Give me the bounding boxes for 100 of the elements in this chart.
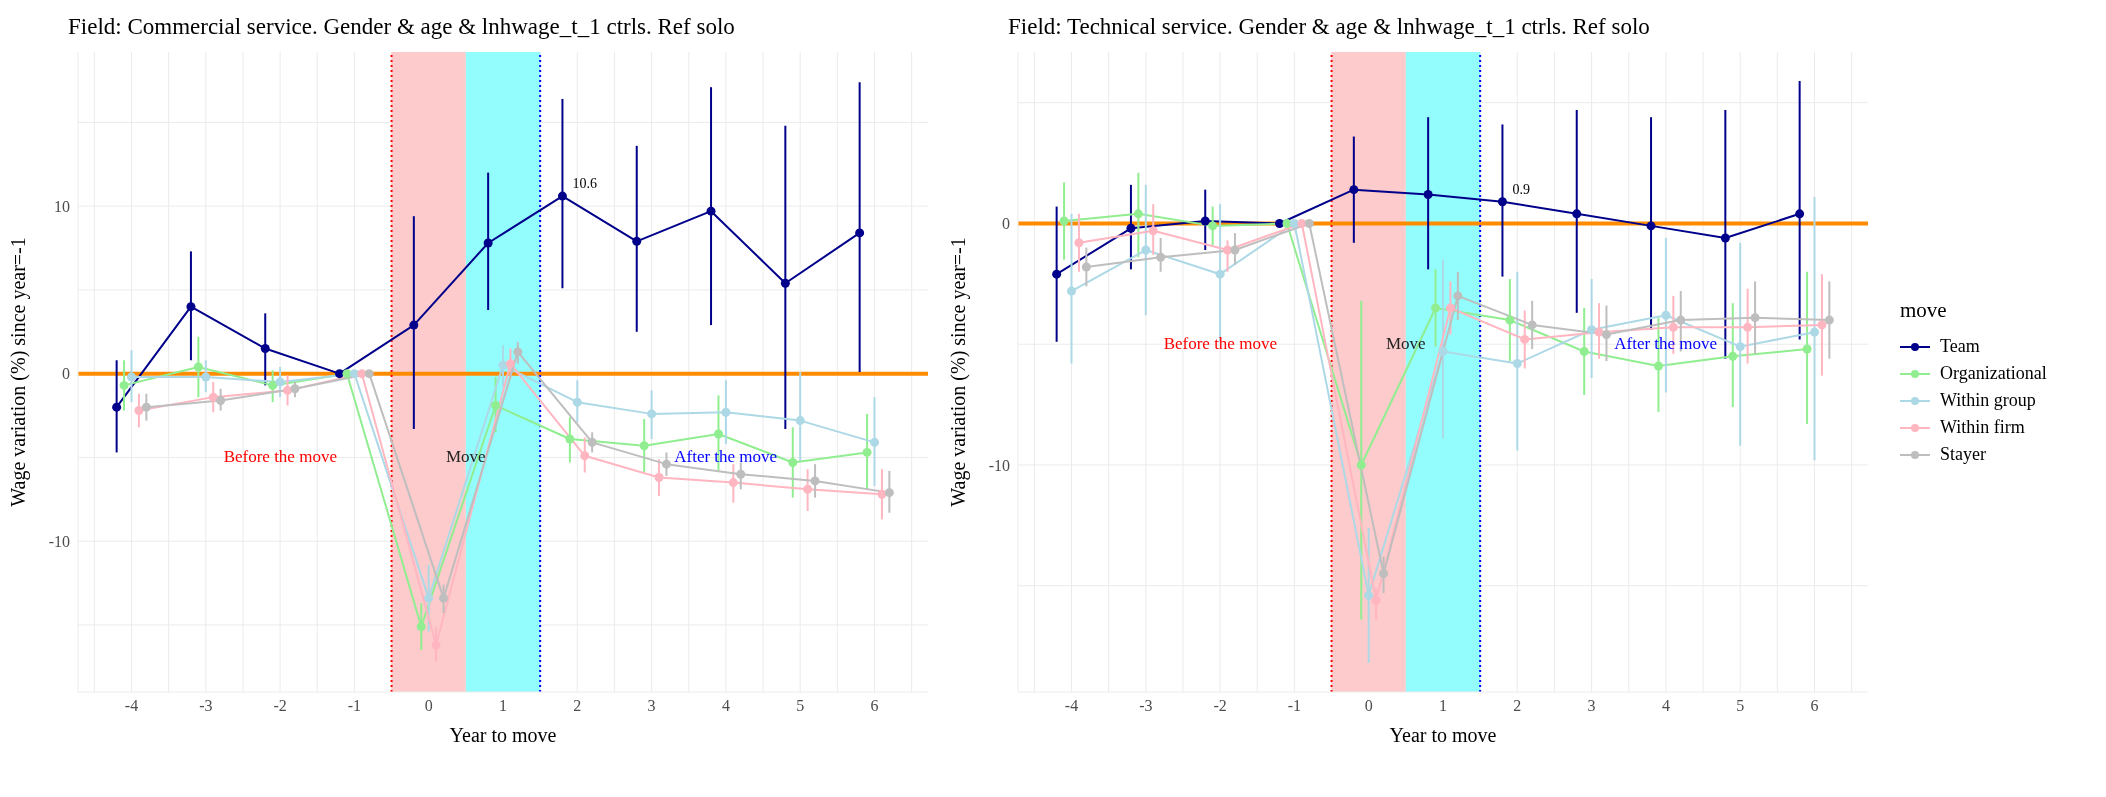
point [1067, 286, 1076, 296]
point [639, 441, 649, 451]
x-tick-label: -1 [1287, 697, 1302, 715]
chart-title: Field: Commercial service. Gender & age & lnhwage_t_1 ctrls. Ref solo [67, 13, 736, 41]
x-tick-label: 6 [870, 697, 879, 715]
point [357, 369, 367, 379]
x-tick-label: -3 [199, 697, 213, 715]
annotation: Move [446, 447, 486, 467]
point [795, 416, 805, 426]
x-tick-label: -3 [1139, 697, 1153, 715]
point [1817, 320, 1827, 330]
point [1668, 322, 1678, 332]
point [290, 384, 300, 394]
x-tick-label: 0 [424, 697, 433, 715]
point [1431, 303, 1441, 313]
point [424, 593, 434, 603]
point [1379, 569, 1389, 579]
point [877, 489, 887, 499]
legend-label: Within group [1940, 390, 2036, 411]
point [141, 402, 151, 412]
point [260, 344, 270, 354]
point [632, 236, 642, 246]
legend-label: Stayer [1940, 444, 1986, 465]
point [1802, 344, 1812, 354]
point [283, 385, 293, 395]
point [661, 459, 671, 469]
point [1579, 346, 1589, 356]
data-label: 0.9 [1512, 181, 1530, 197]
point [1661, 310, 1671, 320]
point [1497, 197, 1507, 207]
point [1208, 221, 1218, 231]
point [1795, 209, 1805, 219]
point [1646, 221, 1656, 231]
point [1059, 216, 1069, 226]
x-tick-label: -2 [1213, 697, 1227, 715]
point [491, 401, 501, 411]
point [870, 437, 879, 447]
annotation: After the move [674, 447, 778, 467]
point [1052, 269, 1062, 279]
point [706, 206, 716, 216]
point [1728, 351, 1738, 361]
legend-title: move [1900, 298, 1948, 323]
point [1275, 218, 1285, 228]
point [1520, 334, 1530, 344]
point [1810, 327, 1819, 337]
point [587, 437, 597, 447]
point [1587, 325, 1597, 335]
annotation: Before the move [1163, 334, 1277, 354]
point [364, 369, 374, 379]
data-label: 10.6 [572, 176, 597, 192]
point [788, 457, 798, 467]
point [1141, 245, 1151, 255]
point [1453, 291, 1463, 301]
point [1527, 320, 1537, 330]
y-axis-title: Wage variation (%) since year=-1 [947, 237, 971, 507]
point [1074, 238, 1084, 248]
point [1720, 233, 1730, 243]
point [1148, 226, 1158, 236]
point [193, 362, 203, 372]
point [1824, 315, 1834, 325]
point [513, 347, 523, 357]
point [736, 469, 746, 479]
point [1512, 359, 1522, 369]
x-tick-label: 2 [573, 697, 582, 715]
point [1601, 330, 1611, 340]
point [1572, 209, 1582, 219]
point [728, 478, 738, 488]
x-tick-label: 0 [1364, 697, 1373, 715]
point [1304, 218, 1314, 228]
point [127, 372, 136, 382]
point [1215, 269, 1225, 279]
point [505, 359, 515, 369]
x-tick-label: -4 [124, 697, 139, 715]
x-tick-label: 1 [499, 697, 507, 715]
x-tick-label: 3 [1587, 697, 1596, 715]
point [1750, 313, 1760, 323]
x-tick-label: 6 [1810, 697, 1819, 715]
point [1289, 218, 1299, 228]
x-axis-title: Year to move [1389, 724, 1497, 746]
point [216, 395, 226, 405]
annotation: Before the move [223, 447, 337, 467]
point [1349, 185, 1359, 195]
annotation: After the move [1614, 334, 1718, 354]
point [1156, 252, 1166, 262]
point [1356, 460, 1366, 470]
x-tick-label: 4 [721, 697, 730, 715]
point [1423, 189, 1433, 199]
y-tick-label: -10 [988, 456, 1010, 474]
x-tick-label: -1 [347, 697, 362, 715]
point [1735, 342, 1745, 352]
x-tick-label: 2 [1513, 697, 1522, 715]
point [557, 191, 567, 201]
chart-title: Field: Technical service. Gender & age & lnhwage_t_1 ctrls. Ref solo [1007, 13, 1651, 41]
point [654, 473, 664, 483]
point [565, 434, 575, 444]
x-tick-label: 5 [1736, 697, 1745, 715]
point [134, 406, 144, 416]
annotation: Move [1386, 334, 1426, 354]
y-axis-title: Wage variation (%) since year=-1 [7, 237, 31, 507]
point [810, 476, 820, 486]
